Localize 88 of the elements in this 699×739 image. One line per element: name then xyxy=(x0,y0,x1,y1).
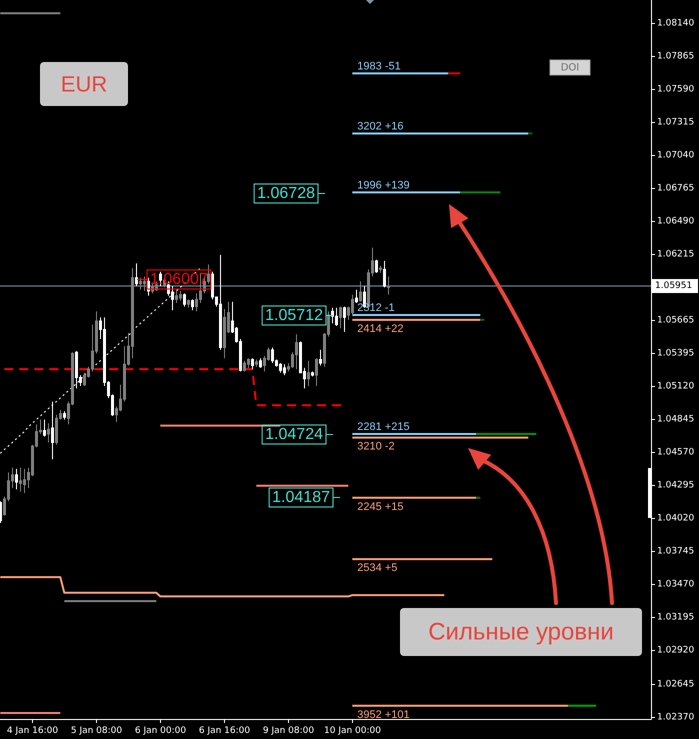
candlestick xyxy=(191,298,194,311)
candlestick xyxy=(15,468,18,490)
annotation: Сильные уровни xyxy=(428,618,614,646)
candlestick xyxy=(75,350,78,389)
y-tick-label: 1.03470 xyxy=(657,580,694,590)
y-tick-label: 1.04570 xyxy=(657,448,694,458)
candlestick xyxy=(187,298,190,308)
series-label: 3952 +101 xyxy=(357,708,410,721)
y-tick-label: 1.08140 xyxy=(657,18,694,28)
y-tick-label: 1.07315 xyxy=(657,118,694,128)
x-tick-label: 4 Jan 16:00 xyxy=(6,726,58,736)
y-tick-label: 1.04845 xyxy=(657,414,694,424)
candlestick xyxy=(359,280,362,302)
candlestick xyxy=(55,414,58,446)
annotation: 1.04724 xyxy=(265,426,324,443)
y-tick-label: 1.05665 xyxy=(657,316,694,326)
annotation: EUR xyxy=(60,72,108,96)
candlestick xyxy=(315,358,318,386)
candlestick xyxy=(251,358,254,370)
y-tick-label: 1.07590 xyxy=(657,84,694,94)
candlestick xyxy=(351,294,354,316)
y-tick-label: 1.06490 xyxy=(657,216,694,226)
annotation: DOI xyxy=(560,62,580,74)
candlestick xyxy=(219,254,222,350)
y-tick-label: 1.03195 xyxy=(657,612,694,622)
candlestick xyxy=(23,468,26,494)
y-tick-label: 1.07040 xyxy=(657,150,694,160)
candlestick xyxy=(335,307,338,326)
y-tick-label: 1.02370 xyxy=(657,712,694,722)
x-tick-label: 5 Jan 08:00 xyxy=(70,726,122,736)
series-label: 3202 +16 xyxy=(357,120,404,132)
series-label: 2414 +22 xyxy=(357,322,404,335)
y-tick-label: 1.03745 xyxy=(657,546,694,556)
candlestick xyxy=(279,362,282,374)
y-tick-label: 1.04295 xyxy=(657,480,694,490)
candlestick xyxy=(255,359,258,368)
series-label: 3210 -2 xyxy=(357,440,395,453)
x-tick-label: 6 Jan 16:00 xyxy=(198,726,250,736)
series-label: 2281 +215 xyxy=(357,421,410,434)
y-tick-label: 1.02920 xyxy=(657,646,694,656)
candlestick xyxy=(147,277,150,296)
x-tick-label: 10 Jan 00:00 xyxy=(324,726,382,736)
series-label: 2312 -1 xyxy=(357,302,395,314)
annotation: 1.06728 xyxy=(257,185,316,202)
candlestick xyxy=(295,334,298,370)
x-tick-label: 9 Jan 08:00 xyxy=(262,726,314,736)
candlestick xyxy=(179,290,182,302)
candlestick xyxy=(43,419,46,437)
candlestick xyxy=(171,286,174,311)
candlestick xyxy=(183,292,186,308)
candlestick xyxy=(175,289,178,304)
candlestick xyxy=(135,262,138,287)
series-label: 2534 +5 xyxy=(357,562,398,574)
candlestick xyxy=(375,259,378,274)
candlestick xyxy=(387,276,390,296)
candlestick xyxy=(343,306,346,332)
x-tick-label: 6 Jan 00:00 xyxy=(134,726,186,736)
candlestick xyxy=(259,358,262,368)
series-label: 1996 +139 xyxy=(357,179,410,192)
candlestick xyxy=(355,289,358,304)
line-series xyxy=(0,576,446,598)
candlestick xyxy=(143,276,146,292)
y-tick-label: 1.06765 xyxy=(657,184,694,194)
y-tick-label: 1.05395 xyxy=(657,348,694,358)
candlestick xyxy=(47,422,50,443)
candlestick xyxy=(19,467,22,492)
candlestick xyxy=(139,277,142,290)
y-tick-label: 1.05120 xyxy=(657,382,694,392)
y-tick-label: 1.07865 xyxy=(657,52,694,62)
candlestick xyxy=(63,410,66,420)
candlestick xyxy=(243,360,246,372)
ref-line-label: 1.05951 xyxy=(655,281,692,292)
candlestick xyxy=(319,349,322,366)
annotation: 1.05712 xyxy=(265,307,324,324)
candlestick xyxy=(307,360,310,386)
candlestick xyxy=(283,364,286,376)
candlestick xyxy=(339,306,342,329)
series-label: 2245 +15 xyxy=(357,500,404,513)
y-tick-label: 1.02645 xyxy=(657,680,694,690)
series-label: 1983 -51 xyxy=(357,60,401,72)
annotation: 1.04187 xyxy=(272,489,330,506)
candlestick xyxy=(247,358,250,368)
candlestick xyxy=(383,260,386,288)
candlestick xyxy=(271,346,274,364)
y-tick-label: 1.04020 xyxy=(657,514,694,524)
candlestick xyxy=(311,371,314,377)
y-tick-label: 1.06215 xyxy=(657,250,694,260)
candlestick xyxy=(379,265,382,274)
